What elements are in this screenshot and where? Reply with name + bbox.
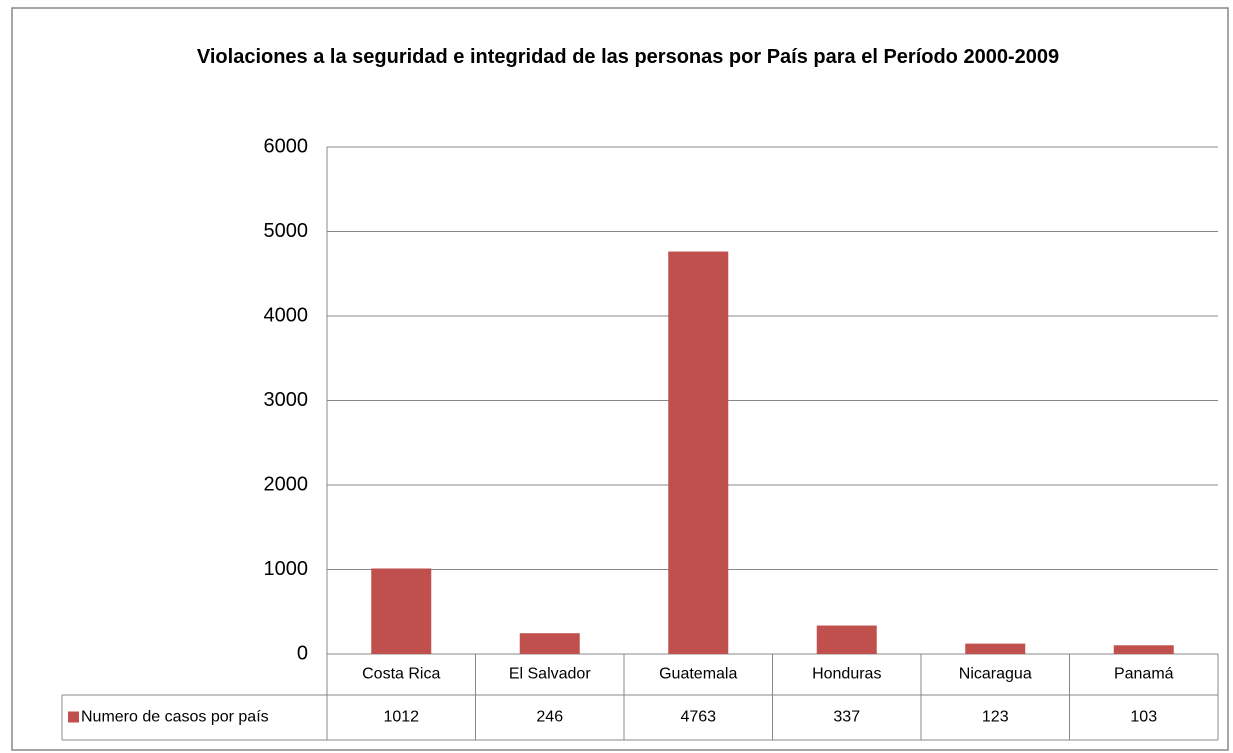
- chart-title: Violaciones a la seguridad e integridad …: [196, 46, 1060, 68]
- bar: [965, 643, 1026, 654]
- bar: [519, 633, 580, 654]
- legend-label: Numero de casos por país: [81, 709, 269, 726]
- y-tick-label: 4000: [264, 304, 309, 326]
- legend-swatch: [68, 711, 79, 723]
- chart-border: [11, 7, 1229, 751]
- table-value: 337: [833, 709, 860, 726]
- bar: [371, 568, 432, 654]
- table-value: 123: [982, 709, 1009, 726]
- table-value: 103: [1130, 709, 1157, 726]
- bar: [1113, 645, 1174, 654]
- x-tick-label: Costa Rica: [362, 666, 440, 683]
- x-tick-label: Honduras: [812, 666, 881, 683]
- y-tick-label: 2000: [264, 473, 309, 495]
- y-tick-label: 3000: [264, 389, 309, 411]
- x-tick-label: El Salvador: [509, 666, 591, 683]
- y-tick-label: 5000: [264, 220, 309, 242]
- bar: [816, 625, 877, 654]
- y-tick-label: 6000: [264, 135, 309, 157]
- y-tick-label: 0: [297, 642, 308, 664]
- y-tick-label: 1000: [264, 558, 309, 580]
- table-value: 4763: [680, 709, 716, 726]
- table-value: 1012: [383, 709, 419, 726]
- x-tick-label: Guatemala: [659, 666, 737, 683]
- x-tick-label: Nicaragua: [959, 666, 1032, 683]
- table-value: 246: [536, 709, 563, 726]
- x-tick-label: Panamá: [1114, 666, 1174, 683]
- bar: [668, 251, 729, 655]
